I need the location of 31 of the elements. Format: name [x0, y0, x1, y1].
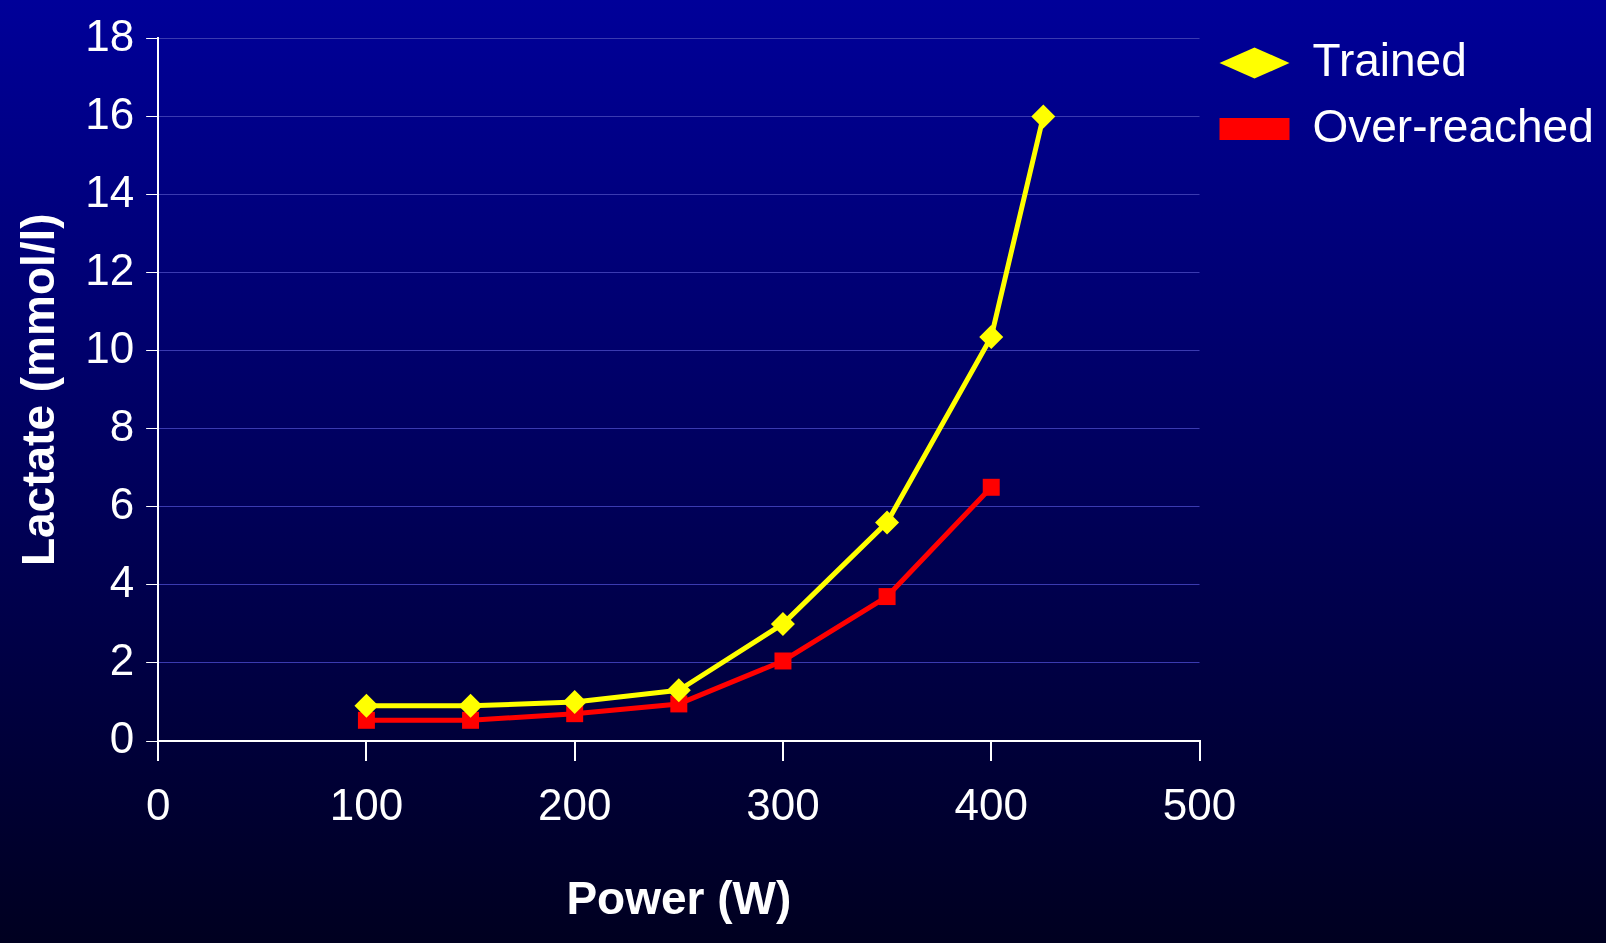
x-tick-label: 0	[145, 779, 171, 829]
point	[666, 678, 691, 703]
y-tick-label: 0	[109, 713, 135, 763]
legend-label: Over-reached	[1312, 99, 1594, 152]
x-tick-label: 100	[329, 779, 404, 829]
point	[979, 325, 1004, 350]
point	[878, 588, 896, 606]
point	[770, 611, 795, 636]
point	[982, 478, 1000, 496]
x-tick-label: 400	[954, 779, 1028, 829]
y-tick-label: 6	[109, 478, 135, 528]
y-tick-label: 14	[85, 166, 135, 216]
point	[562, 689, 587, 714]
y-tick-label: 4	[109, 557, 135, 607]
legend-label: Trained	[1312, 33, 1467, 86]
y-tick-label: 12	[85, 244, 135, 294]
y-tick-label: 16	[85, 88, 135, 138]
x-axis-title: Power (W)	[566, 872, 792, 925]
point	[458, 693, 483, 718]
point	[774, 652, 792, 670]
x-tick-label: 500	[1162, 779, 1237, 829]
point	[354, 693, 379, 718]
point	[1031, 104, 1056, 129]
y-tick-label: 18	[85, 10, 135, 60]
y-tick-label: 2	[109, 635, 135, 685]
x-tick-label: 200	[537, 779, 612, 829]
y-axis-title: Lactate (mmol/l)	[12, 213, 65, 567]
y-tick-label: 8	[109, 400, 135, 450]
point	[875, 510, 900, 535]
x-tick-label: 300	[746, 779, 820, 829]
y-tick-label: 10	[85, 322, 135, 372]
